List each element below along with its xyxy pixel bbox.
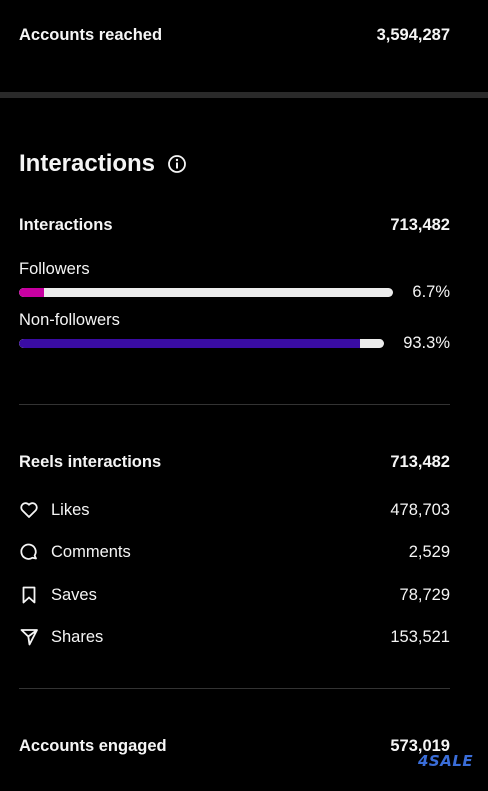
followers-bar <box>19 288 393 297</box>
comments-row[interactable]: Comments 2,529 <box>19 542 450 562</box>
followers-label: Followers <box>19 260 90 278</box>
shares-value: 153,521 <box>390 627 450 646</box>
non-followers-label: Non-followers <box>19 311 120 329</box>
heart-icon <box>19 500 39 520</box>
section-separator <box>0 92 488 98</box>
interactions-total-value: 713,482 <box>390 216 450 234</box>
reels-interactions-value: 713,482 <box>390 453 450 471</box>
divider <box>19 688 450 689</box>
followers-bar-fill <box>19 288 45 297</box>
likes-row[interactable]: Likes 478,703 <box>19 500 450 520</box>
watermark-logo: 4SALE <box>418 752 474 770</box>
page-title: Interactions <box>19 150 156 177</box>
followers-percent: 6.7% <box>412 283 450 301</box>
interactions-total-row[interactable]: Interactions 713,482 <box>19 216 450 235</box>
saves-row[interactable]: Saves 78,729 <box>19 585 450 605</box>
non-followers-percent: 93.3% <box>403 334 450 352</box>
comments-value: 2,529 <box>408 542 450 561</box>
bookmark-icon <box>19 585 39 605</box>
accounts-reached-label: Accounts reached <box>19 26 163 44</box>
non-followers-bar-fill <box>19 339 360 348</box>
info-circle-icon[interactable] <box>167 154 187 174</box>
saves-label: Saves <box>51 585 97 604</box>
accounts-engaged-label: Accounts engaged <box>19 737 167 755</box>
shares-label: Shares <box>51 627 104 646</box>
non-followers-bar <box>19 339 384 348</box>
reels-interactions-row[interactable]: Reels interactions 713,482 <box>19 453 450 472</box>
accounts-reached-value: 3,594,287 <box>376 26 450 44</box>
interactions-heading: Interactions <box>19 150 187 178</box>
comments-label: Comments <box>51 542 131 561</box>
accounts-engaged-value: 573,019 <box>390 737 450 755</box>
likes-value: 478,703 <box>390 500 450 519</box>
interactions-total-label: Interactions <box>19 216 113 234</box>
accounts-reached-row[interactable]: Accounts reached 3,594,287 <box>19 26 450 45</box>
divider <box>19 404 450 405</box>
accounts-engaged-row[interactable]: Accounts engaged 573,019 <box>19 737 450 756</box>
reels-interactions-label: Reels interactions <box>19 453 162 471</box>
shares-row[interactable]: Shares 153,521 <box>19 627 450 647</box>
comment-icon <box>19 542 39 562</box>
saves-value: 78,729 <box>399 585 450 604</box>
likes-label: Likes <box>51 500 90 519</box>
share-icon <box>19 627 39 647</box>
